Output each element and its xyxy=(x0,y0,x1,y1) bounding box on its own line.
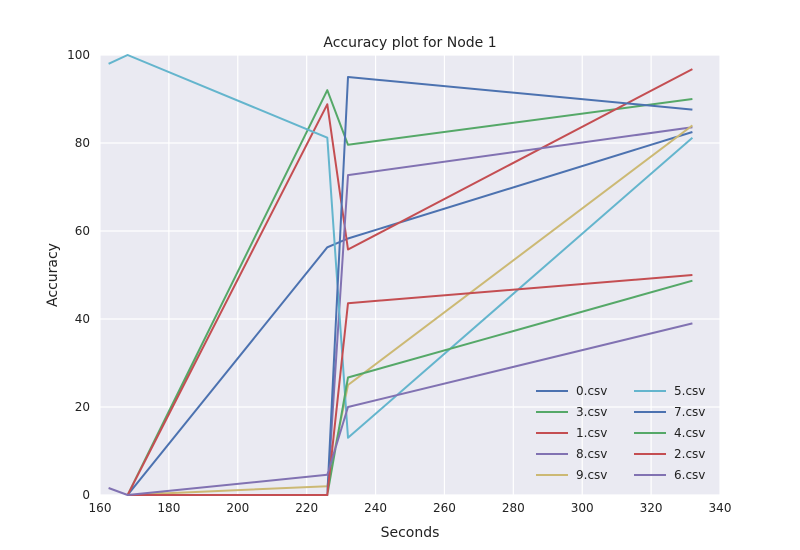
y-axis-title: Accuracy xyxy=(45,243,61,307)
y-axis-ticks: 0 20 40 60 80 100 xyxy=(67,48,90,502)
legend-item: 6.csv xyxy=(634,468,705,482)
series-line-0-csv xyxy=(126,131,693,496)
legend-item: 0.csv xyxy=(536,384,607,398)
y-tick-label: 0 xyxy=(82,488,90,502)
y-tick-label: 80 xyxy=(75,136,90,150)
legend: 0.csv 3.csv 1.csv 8.csv 9.csv 5.csv 7.csv 4.csv… xyxy=(536,384,705,482)
legend-item: 5.csv xyxy=(634,384,705,398)
chart-title: Accuracy plot for Node 1 xyxy=(323,35,496,51)
legend-item: 2.csv xyxy=(634,447,705,461)
x-tick-label: 180 xyxy=(157,501,180,515)
x-axis-title: Seconds xyxy=(381,525,440,541)
plot-area xyxy=(100,55,720,495)
legend-item: 7.csv xyxy=(634,405,705,419)
legend-item: 1.csv xyxy=(536,426,607,440)
x-tick-label: 240 xyxy=(364,501,387,515)
legend-label: 1.csv xyxy=(576,426,607,440)
legend-label: 2.csv xyxy=(674,447,705,461)
series-line-5-csv xyxy=(108,54,694,439)
x-tick-label: 220 xyxy=(295,501,318,515)
x-tick-label: 160 xyxy=(89,501,112,515)
x-tick-label: 200 xyxy=(226,501,249,515)
x-tick-label: 340 xyxy=(709,501,732,515)
y-tick-label: 100 xyxy=(67,48,90,62)
legend-item: 3.csv xyxy=(536,405,607,419)
legend-label: 9.csv xyxy=(576,468,607,482)
legend-item: 9.csv xyxy=(536,468,607,482)
x-axis-ticks: 160 180 200 220 240 260 280 300 320 340 xyxy=(89,501,732,515)
series-line-1-csv xyxy=(126,68,693,496)
x-tick-label: 260 xyxy=(433,501,456,515)
series-line-3-csv xyxy=(126,89,693,496)
y-tick-label: 40 xyxy=(75,312,90,326)
legend-label: 4.csv xyxy=(674,426,705,440)
legend-label: 3.csv xyxy=(576,405,607,419)
legend-label: 5.csv xyxy=(674,384,705,398)
series-lines xyxy=(108,54,694,496)
x-tick-label: 280 xyxy=(502,501,525,515)
y-tick-label: 60 xyxy=(75,224,90,238)
legend-item: 8.csv xyxy=(536,447,607,461)
series-line-2-csv xyxy=(127,274,693,496)
series-line-6-csv xyxy=(108,322,693,496)
legend-item: 4.csv xyxy=(634,426,705,440)
legend-label: 0.csv xyxy=(576,384,607,398)
x-tick-label: 300 xyxy=(571,501,594,515)
x-tick-label: 320 xyxy=(640,501,663,515)
legend-label: 6.csv xyxy=(674,468,705,482)
legend-label: 7.csv xyxy=(674,405,705,419)
legend-label: 8.csv xyxy=(576,447,607,461)
y-tick-label: 20 xyxy=(75,400,90,414)
